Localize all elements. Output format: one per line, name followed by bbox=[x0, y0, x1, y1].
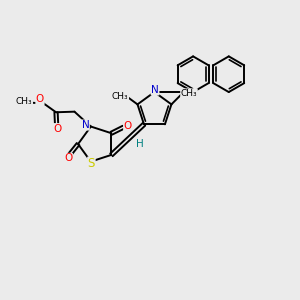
Text: CH₃: CH₃ bbox=[181, 89, 197, 98]
Text: N: N bbox=[151, 85, 159, 95]
Text: O: O bbox=[36, 94, 44, 104]
Text: CH₃: CH₃ bbox=[112, 92, 129, 101]
Text: H: H bbox=[136, 139, 143, 149]
Text: S: S bbox=[88, 157, 95, 170]
Text: N: N bbox=[82, 120, 89, 130]
Text: O: O bbox=[124, 121, 132, 131]
Text: O: O bbox=[64, 153, 72, 163]
Text: CH₃: CH₃ bbox=[16, 98, 32, 106]
Text: O: O bbox=[53, 124, 62, 134]
